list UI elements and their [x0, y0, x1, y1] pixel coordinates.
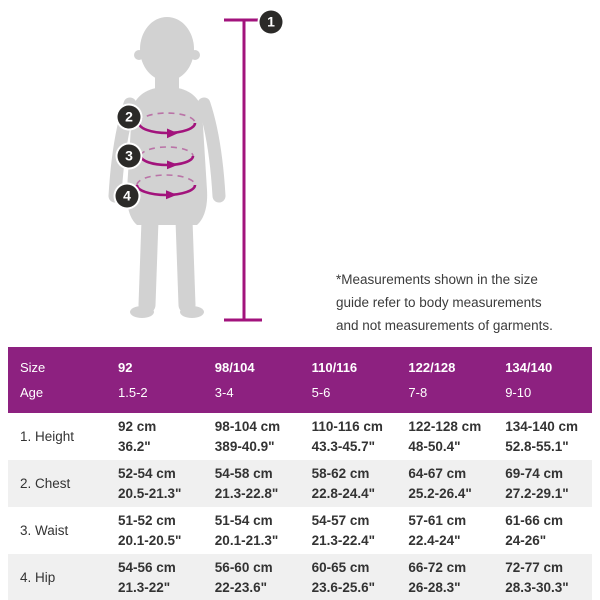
measurement-cell: 64-67 cm 25.2-26.4" — [408, 465, 472, 501]
measurement-cell: 60-65 cm 23.6-25.6" — [311, 559, 376, 595]
measurement-cell: 56-60 cm 22-23.6" — [214, 559, 273, 595]
row-label: 2. Chest — [20, 476, 71, 491]
size-col-98-104: 98/104 — [204, 347, 302, 379]
measurement-cell: 69-74 cm 27.2-29.1" — [505, 465, 569, 501]
age-col-3: 5-6 — [301, 379, 399, 413]
size-col-134-140: 134/140 — [495, 347, 592, 379]
measurement-note: *Measurements shown in the size guide re… — [336, 272, 553, 333]
size-col-122-128: 122/128 — [398, 347, 496, 379]
height-measure-line — [224, 18, 262, 322]
waist-girth-ellipse — [139, 146, 195, 170]
size-table-header: Size 92 98/104 110/116 122/128 134/140 A… — [8, 347, 592, 413]
measurement-cell: 51-52 cm 20.1-20.5" — [118, 512, 182, 548]
measurement-cell: 98-104 cm 389-40.9" — [214, 418, 281, 454]
age-header-row: Age 1.5-2 3-4 5-6 7-8 9-10 — [8, 379, 592, 413]
measurement-diagram: 1 2 3 4 *Measurements shown in the size … — [108, 10, 553, 333]
age-col-1: 1.5-2 — [108, 379, 205, 413]
size-col-110-116: 110/116 — [301, 347, 399, 379]
measurement-cell: 92 cm 36.2" — [118, 418, 157, 454]
age-col-4: 7-8 — [398, 379, 496, 413]
measurement-cell: 57-61 cm 22.4-24" — [408, 512, 467, 548]
size-header-label: Size — [8, 347, 108, 379]
measurement-cell: 122-128 cm 48-50.4" — [408, 418, 482, 454]
age-col-2: 3-4 — [204, 379, 302, 413]
marker-2-badge: 2 — [117, 105, 141, 129]
measurement-cell: 54-58 cm 21.3-22.8" — [214, 465, 279, 501]
age-header-label: Age — [8, 379, 108, 413]
table-row-waist: 3. Waist 51-52 cm 20.1-20.5" 51-54 cm 20.1… — [8, 507, 592, 554]
age-col-5: 9-10 — [495, 379, 592, 413]
size-header-row: Size 92 98/104 110/116 122/128 134/140 — [8, 347, 592, 379]
marker-1-badge: 1 — [259, 10, 283, 34]
measurement-cell: 54-56 cm 21.3-22" — [118, 559, 176, 595]
measurement-cell: 58-62 cm 22.8-24.4" — [311, 465, 376, 501]
measurement-cell: 61-66 cm 24-26" — [505, 512, 563, 548]
row-label: 4. Hip — [20, 570, 56, 585]
measurement-cell: 66-72 cm 26-28.3" — [408, 559, 467, 595]
marker-4-badge: 4 — [115, 184, 139, 208]
row-label: 1. Height — [20, 429, 75, 444]
hip-girth-ellipse — [135, 174, 197, 200]
chest-girth-ellipse — [137, 112, 197, 139]
table-row-hip: 4. Hip 54-56 cm 21.3-22" 56-60 cm 22-23.6"… — [8, 554, 592, 600]
table-row-chest: 2. Chest 52-54 cm 20.5-21.3" 54-58 cm 21.3… — [8, 460, 592, 507]
row-label: 3. Waist — [20, 523, 69, 538]
child-silhouette-figure — [108, 17, 262, 322]
measurement-cell: 54-57 cm 21.3-22.4" — [311, 512, 376, 548]
size-table: Size 92 98/104 110/116 122/128 134/140 A… — [8, 347, 592, 600]
measurement-cell: 134-140 cm 52.8-55.1" — [505, 418, 578, 454]
table-row-height: 1. Height 92 cm 36.2" 98-104 cm 389-40.9" … — [8, 413, 592, 460]
measurement-cell: 110-116 cm 43.3-45.7" — [311, 418, 383, 454]
size-col-92: 92 — [108, 347, 205, 379]
measurement-cell: 51-54 cm 20.1-21.3" — [214, 512, 279, 548]
measurement-cell: 72-77 cm 28.3-30.3" — [505, 559, 569, 595]
measurement-cell: 52-54 cm 20.5-21.3" — [118, 465, 182, 501]
marker-3-badge: 3 — [117, 144, 141, 168]
